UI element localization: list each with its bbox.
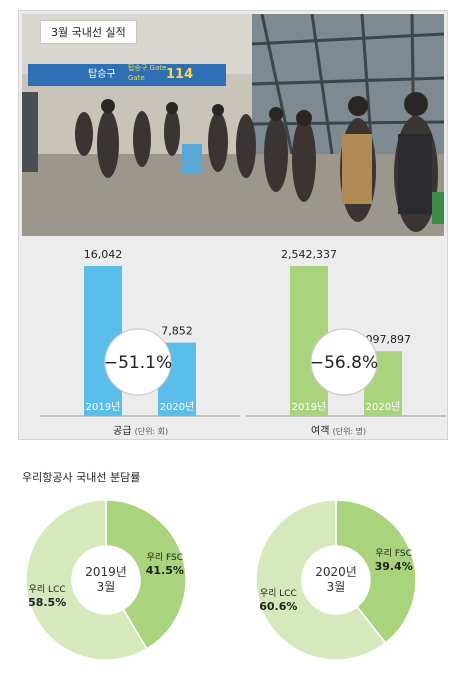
airport-gate-photo [22,14,444,236]
supply-value-label-0: 16,042 [84,248,123,261]
passenger-category-label-1: 2020년 [366,401,401,413]
supply-category-label-0: 2019년 [86,401,121,413]
passenger-caption-unit: (단위: 명) [332,427,367,436]
share-2019-center-label-1: 3월 [97,580,116,594]
share-2020-slice-label-0: 우리 FSC [375,548,411,559]
supply-caption-unit: (단위: 회) [134,427,169,436]
passenger-caption-title: 여객 [311,426,330,437]
share-2019-slice-label-0: 우리 FSC [147,552,183,563]
share-2020-slice-value-0: 39.4% [375,560,413,573]
share-2020-center-label-1: 3월 [327,580,346,594]
share-2019-slice-value-1: 58.5% [28,596,66,609]
share-2019-slice-value-0: 41.5% [146,564,184,577]
photo-caption-tag: 3월 국내선 실적 [40,20,137,44]
share-2019-slice-label-1: 우리 LCC [29,584,66,595]
gate-sign-title: 탑승구 [88,69,116,80]
supply-change-text: −51.1% [104,353,172,373]
passenger-chart: 2,542,337 2019년 1,097,897 2020년 −56.8% [246,238,446,438]
supply-category-label-1: 2020년 [160,401,195,413]
share-2019-center-label-0: 2019년 [85,565,127,579]
passenger-change-badge [310,328,378,396]
share-2020-donut: 우리 FSC 39.4% 우리 LCC 60.6% 2020년 3월 [252,496,442,666]
supply-chart: 16,042 2019년 7,852 2020년 −51.1% [40,238,240,438]
passenger-change-text: −56.8% [310,353,378,373]
supply-change-badge [104,328,172,396]
supply-caption: 공급 (단위: 회) [113,422,168,437]
gate-number: 114 [166,67,194,82]
passenger-category-label-0: 2019년 [292,401,327,413]
share-section-title: 우리항공사 국내선 분담률 [22,471,141,484]
supply-value-label-1: 7,852 [161,325,193,338]
share-2019-center [72,546,140,614]
share-2019-donut: 우리 FSC 41.5% 우리 LCC 58.5% 2019년 3월 [22,496,212,666]
share-2020-slice-label-1: 우리 LCC [260,588,297,599]
share-2020-center [302,546,370,614]
gate-sign-line1: 탑승구 Gate [128,64,167,72]
passenger-caption: 여객 (단위: 명) [311,422,366,437]
supply-caption-title: 공급 [113,426,132,437]
passenger-value-label-0: 2,542,337 [281,248,337,261]
gate-sign: 탑승구 탑승구 Gate Gate 114 [28,64,226,86]
supply-chart-svg: 16,042 2019년 7,852 2020년 −51.1% [40,248,240,417]
gate-sign-line2: Gate [128,74,145,82]
share-2020-slice-value-1: 60.6% [259,600,297,613]
share-2019-slice-1 [25,499,148,661]
share-2020-center-label-0: 2020년 [315,565,357,579]
